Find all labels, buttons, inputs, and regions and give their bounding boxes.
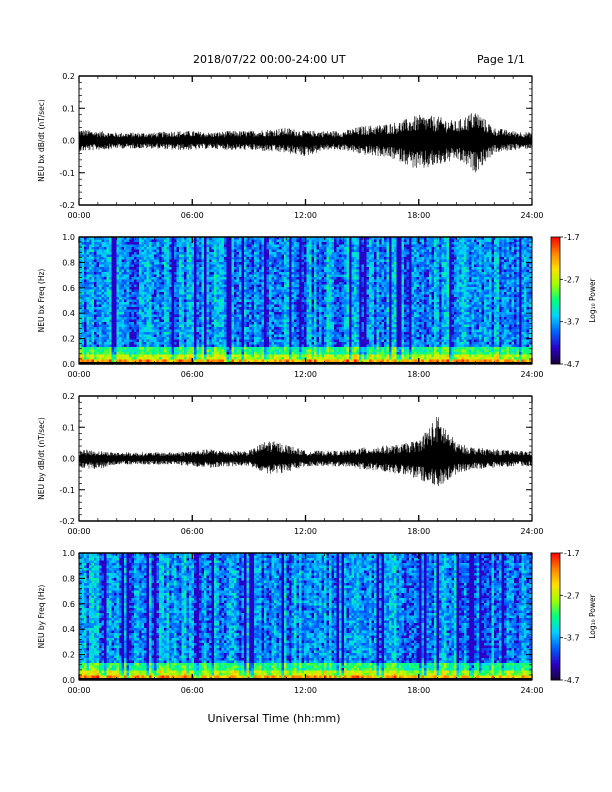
waveform-by-waveform	[78, 417, 533, 486]
panel-by-spectrogram-axes: 0.0 0.2 0.4 0.6 0.8 1.0 00:00 06:00 12:00 18:00 24…	[37, 549, 544, 695]
y-axis-label: NEU bx Freq (Hz)	[37, 269, 46, 333]
y-axis-label: NEU bx dB/dt (nT/sec)	[37, 99, 46, 182]
spectrogram-bx-spectrogram	[79, 237, 532, 364]
x-tick-label: 12:00	[294, 686, 317, 695]
x-tick-label: 18:00	[407, 686, 430, 695]
y-tick-label: 0.6	[62, 284, 75, 293]
y-tick-label: -0.2	[59, 201, 75, 210]
x-tick-label: 24:00	[520, 686, 543, 695]
colorbar-frame	[550, 552, 561, 681]
y-tick-label: 0.8	[62, 574, 75, 583]
x-tick-label: 06:00	[181, 211, 204, 220]
y-tick-label: 0.2	[62, 335, 75, 344]
x-tick-label: 12:00	[294, 211, 317, 220]
x-tick-label: 06:00	[181, 527, 204, 536]
y-tick-label: 0.0	[62, 676, 75, 685]
y-tick-label: -0.1	[59, 486, 75, 495]
colorbar-by-spectrogram: -1.7 -2.7 -3.7 -4.7 Log₁₀ Power	[550, 549, 597, 685]
colorbar-frame	[550, 236, 561, 365]
colorbar-tick-label: -3.7	[564, 634, 580, 643]
x-tick-label: 18:00	[407, 211, 430, 220]
x-tick-label: 24:00	[520, 370, 543, 379]
x-tick-label: 00:00	[67, 527, 90, 536]
x-axis-label: Universal Time (hh:mm)	[208, 712, 341, 725]
y-tick-label: 0.0	[62, 455, 75, 464]
y-tick-label: 0.4	[62, 309, 75, 318]
y-tick-label: 0.0	[62, 360, 75, 369]
x-tick-label: 18:00	[407, 527, 430, 536]
colorbar-tick-label: -2.7	[564, 591, 580, 600]
y-tick-label: 0.4	[62, 625, 75, 634]
y-axis-label: NEU by dB/dt (nT/sec)	[37, 417, 46, 500]
x-tick-label: 12:00	[294, 527, 317, 536]
waveform-trace	[78, 417, 533, 486]
colorbar-tick-label: -3.7	[564, 318, 580, 327]
y-tick-label: 0.1	[62, 104, 75, 113]
y-tick-label: 0.0	[62, 137, 75, 146]
waveform-trace	[78, 113, 533, 173]
y-tick-label: 0.2	[62, 392, 75, 401]
page-number: Page 1/1	[477, 53, 525, 66]
waveform-bx-waveform	[78, 113, 533, 173]
y-tick-label: 0.8	[62, 258, 75, 267]
y-tick-label: -0.2	[59, 517, 75, 526]
x-tick-label: 00:00	[67, 211, 90, 220]
colorbar-tick-label: -4.7	[564, 676, 580, 685]
y-tick-label: -0.1	[59, 169, 75, 178]
y-tick-label: 1.0	[62, 233, 75, 242]
spectrogram-by-spectrogram	[79, 553, 532, 680]
colorbar-bx-spectrogram: -1.7 -2.7 -3.7 -4.7 Log₁₀ Power	[550, 233, 597, 369]
y-tick-label: 0.1	[62, 423, 75, 432]
x-tick-label: 18:00	[407, 370, 430, 379]
colorbar-tick-label: -4.7	[564, 360, 580, 369]
panel-bx-waveform-axes: -0.2 -0.1 0.0 0.1 0.2 00:00 06:00 12:00 18:00 24:…	[37, 72, 544, 220]
y-tick-label: 1.0	[62, 549, 75, 558]
colorbar-label: Log₁₀ Power	[588, 277, 597, 322]
panel-by-waveform-axes: -0.2 -0.1 0.0 0.1 0.2 00:00 06:00 12:00 18:00 24:…	[37, 392, 544, 536]
colorbar-tick-label: -1.7	[564, 233, 580, 242]
x-tick-label: 00:00	[67, 686, 90, 695]
y-tick-label: 0.6	[62, 600, 75, 609]
x-tick-label: 24:00	[520, 527, 543, 536]
y-tick-label: 0.2	[62, 651, 75, 660]
colorbar-tick-label: -1.7	[564, 549, 580, 558]
x-tick-label: 06:00	[181, 686, 204, 695]
colorbar-label: Log₁₀ Power	[588, 593, 597, 638]
y-axis-label: NEU by Freq (Hz)	[37, 585, 46, 649]
page-title: 2018/07/22 00:00-24:00 UT	[193, 53, 346, 66]
panel-bx-spectrogram-axes: 0.0 0.2 0.4 0.6 0.8 1.0 00:00 06:00 12:00 18:00 24…	[37, 233, 544, 379]
y-tick-label: 0.2	[62, 72, 75, 81]
colorbar-tick-label: -2.7	[564, 275, 580, 284]
x-tick-label: 12:00	[294, 370, 317, 379]
x-tick-label: 00:00	[67, 370, 90, 379]
x-tick-label: 06:00	[181, 370, 204, 379]
x-tick-label: 24:00	[520, 211, 543, 220]
